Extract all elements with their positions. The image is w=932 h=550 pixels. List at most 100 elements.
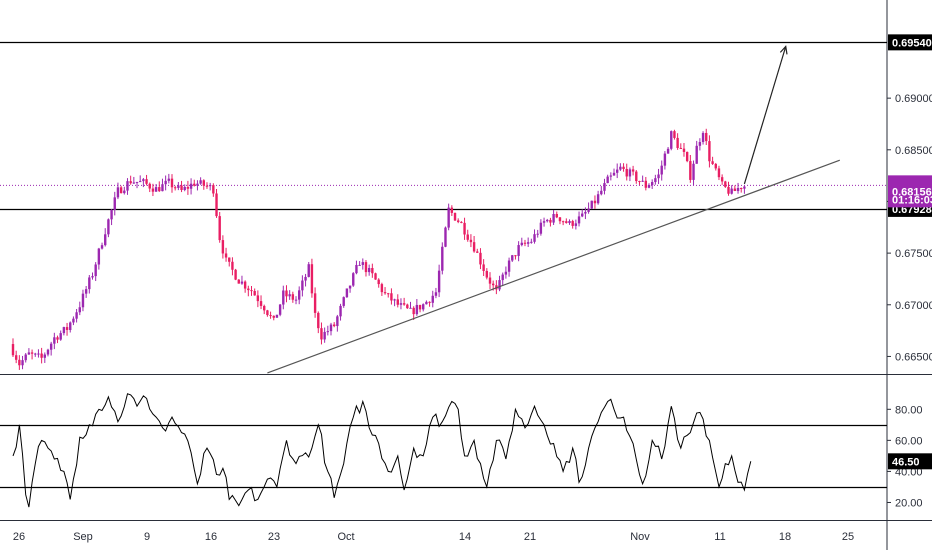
candle-body bbox=[69, 322, 72, 330]
price-tick-label: 0.66500 bbox=[895, 351, 932, 363]
candle-body bbox=[56, 337, 59, 340]
trendline[interactable] bbox=[267, 159, 841, 374]
oscillator-tick-label: 20.00 bbox=[895, 497, 923, 509]
time-tick-label: 18 bbox=[779, 531, 791, 543]
candle-body bbox=[415, 304, 419, 315]
candle-body bbox=[240, 281, 244, 284]
time-tick-label: Sep bbox=[73, 531, 93, 543]
oscillator-tick-label: 60.00 bbox=[895, 435, 923, 447]
candle-body bbox=[437, 270, 441, 293]
candle-body bbox=[673, 131, 676, 138]
countdown-label: 01:16:03 bbox=[892, 194, 932, 206]
candle-body bbox=[21, 360, 24, 366]
candle-body bbox=[304, 276, 307, 281]
candle-body bbox=[714, 163, 717, 169]
candle-body bbox=[72, 318, 75, 323]
candle-body bbox=[110, 209, 113, 220]
candle-body bbox=[180, 185, 183, 191]
candle-body bbox=[285, 290, 288, 297]
candle-body bbox=[173, 187, 177, 189]
candle-body bbox=[479, 252, 482, 265]
candle-body bbox=[336, 316, 339, 327]
time-tick-label: 23 bbox=[268, 531, 280, 543]
candle-body bbox=[514, 255, 517, 257]
candle-body bbox=[84, 289, 88, 294]
candle-body bbox=[422, 304, 425, 310]
candle-body bbox=[717, 168, 721, 178]
candle-body bbox=[736, 187, 740, 191]
candle-body bbox=[224, 253, 228, 258]
candle-body bbox=[278, 304, 282, 315]
candle-body bbox=[638, 181, 641, 183]
candle-body bbox=[228, 257, 231, 262]
candle-body bbox=[450, 207, 454, 213]
candle-body bbox=[711, 161, 714, 164]
candle-body bbox=[558, 217, 562, 222]
candle-body bbox=[720, 177, 724, 182]
candle-body bbox=[571, 221, 574, 226]
candle-body bbox=[685, 151, 689, 162]
candle-series[interactable] bbox=[11, 128, 746, 370]
candle-body bbox=[581, 213, 584, 217]
oscillator-line bbox=[12, 393, 752, 508]
candle-body bbox=[743, 186, 746, 189]
candle-body bbox=[177, 185, 180, 188]
candle-body bbox=[682, 148, 686, 152]
candle-body bbox=[53, 337, 56, 344]
candle-body bbox=[701, 132, 705, 143]
candle-body bbox=[91, 276, 94, 278]
candle-body bbox=[654, 178, 657, 183]
candle-body bbox=[104, 234, 107, 246]
candle-body bbox=[574, 223, 578, 226]
candle-body bbox=[488, 277, 492, 284]
candle-body bbox=[14, 355, 18, 360]
candle-body bbox=[27, 352, 31, 355]
oscillator-pane: 80.00 60.00 40.00 20.00 bbox=[0, 393, 923, 509]
candle-body bbox=[129, 181, 132, 184]
candle-body bbox=[622, 166, 625, 170]
candle-body bbox=[463, 222, 466, 235]
candle-body bbox=[11, 344, 15, 356]
candle-body bbox=[183, 186, 186, 191]
candle-body bbox=[387, 293, 390, 295]
candle-body bbox=[491, 283, 495, 286]
candle-body bbox=[259, 301, 263, 306]
candle-body bbox=[132, 182, 136, 184]
candle-body bbox=[689, 161, 692, 180]
drawing-tools[interactable] bbox=[267, 45, 841, 374]
candle-body bbox=[151, 188, 155, 192]
candle-body bbox=[123, 190, 126, 194]
candle-body bbox=[371, 268, 374, 274]
candle-body bbox=[113, 197, 116, 210]
candle-body bbox=[657, 174, 660, 179]
candle-body bbox=[670, 131, 673, 149]
candle-body bbox=[269, 315, 272, 317]
candle-body bbox=[34, 353, 37, 355]
candle-body bbox=[62, 327, 66, 334]
candle-body bbox=[364, 262, 368, 273]
candle-body bbox=[536, 233, 539, 235]
candle-body bbox=[542, 221, 546, 223]
candle-body bbox=[724, 181, 727, 187]
candle-body bbox=[107, 219, 110, 235]
candle-body bbox=[282, 290, 285, 305]
time-tick-label: 9 bbox=[144, 531, 150, 543]
candle-body bbox=[100, 245, 104, 249]
projection-arrow-line[interactable] bbox=[743, 46, 787, 185]
candle-body bbox=[641, 180, 644, 182]
candle-body bbox=[208, 185, 212, 187]
time-tick-label: 26 bbox=[13, 531, 25, 543]
candle-body bbox=[253, 291, 256, 296]
candle-body bbox=[383, 292, 387, 294]
candle-body bbox=[313, 293, 317, 313]
candle-body bbox=[698, 142, 702, 146]
candle-body bbox=[186, 186, 190, 189]
candle-body bbox=[609, 175, 613, 177]
candle-body bbox=[158, 187, 161, 192]
candle-body bbox=[498, 280, 501, 290]
candle-body bbox=[476, 251, 479, 253]
candle-body bbox=[310, 264, 314, 294]
time-tick-label: 16 bbox=[205, 531, 217, 543]
candle-body bbox=[409, 307, 412, 309]
